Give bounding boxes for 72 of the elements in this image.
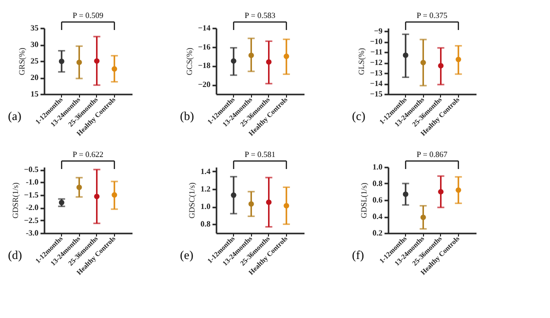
y-tick-label: 1.0	[200, 202, 210, 212]
point	[248, 52, 254, 58]
point	[456, 187, 462, 193]
y-tick-label: 0.4	[372, 212, 382, 221]
y-tick-label: 0.8	[200, 220, 210, 229]
y-tick-label: −14	[370, 79, 382, 88]
text: (a)	[8, 109, 22, 123]
y-tick-label: −13	[370, 68, 382, 78]
point	[402, 52, 408, 58]
y-tick-label: -3.0	[26, 228, 38, 238]
y-tick-label: 0.8	[372, 179, 382, 188]
text: P = 0.622	[72, 150, 104, 159]
y-tick-label: 1.0	[372, 162, 382, 172]
y-tick-label: -1.0	[26, 178, 38, 187]
point	[248, 201, 254, 207]
point	[402, 191, 408, 197]
y-axis-title: GLS(%)	[356, 48, 366, 76]
y-tick-label: 25	[30, 56, 38, 66]
text: P = 0.509	[72, 11, 104, 20]
text: (f)	[352, 248, 364, 262]
y-tick-label: −16	[198, 42, 210, 52]
text: (c)	[352, 109, 366, 123]
y-tick-label: 1.2	[200, 184, 210, 194]
text: (d)	[8, 248, 22, 262]
y-axis-title: GRS(%)	[18, 47, 26, 76]
y-axis-title: GDSC(1/s)	[188, 182, 196, 219]
y-tick-label: 35	[30, 24, 38, 32]
y-tick-label: 30	[30, 40, 38, 49]
point	[58, 58, 64, 64]
y-tick-label: -2.0	[26, 203, 38, 212]
text: P = 0.583	[244, 11, 276, 20]
point	[284, 202, 290, 208]
text: P = 0.375	[416, 11, 448, 20]
y-tick-label: −15	[370, 90, 382, 98]
y-tick-label: 20	[30, 73, 38, 82]
y-tick-label: −14	[198, 24, 210, 32]
point	[94, 194, 100, 200]
y-tick-label: −20	[198, 80, 210, 90]
y-tick-label: −18	[198, 61, 210, 70]
y-tick-label: 1.4	[200, 166, 210, 176]
point	[94, 58, 100, 64]
point	[266, 59, 272, 65]
point	[230, 192, 236, 198]
point	[230, 58, 236, 64]
y-tick-label: −2.5	[24, 216, 38, 225]
y-tick-label: −0.5	[24, 165, 38, 174]
point	[420, 214, 426, 220]
y-tick-label: 0.6	[372, 196, 382, 204]
y-tick-label: 0.2	[372, 228, 382, 238]
y-axis-title: GCS(%)	[184, 47, 194, 76]
y-axis-title: GDSL(1/s)	[360, 182, 368, 218]
point	[284, 54, 290, 60]
point	[76, 184, 82, 190]
point	[266, 199, 272, 205]
point	[438, 189, 444, 194]
text: P = 0.867	[416, 150, 448, 159]
text: (b)	[180, 109, 194, 123]
point	[456, 56, 462, 62]
y-tick-label: −11	[370, 48, 382, 57]
point	[76, 60, 82, 66]
text: (e)	[180, 248, 194, 262]
point	[112, 192, 118, 198]
y-tick-label: −9	[374, 26, 382, 36]
y-tick-label: −12	[370, 58, 382, 68]
point	[112, 66, 118, 72]
text: P = 0.581	[244, 150, 276, 159]
point	[438, 62, 444, 68]
y-axis-title: GDSR(1/s)	[10, 182, 20, 219]
y-tick-label: −1.5	[24, 190, 38, 200]
y-tick-label: −10	[370, 37, 382, 46]
y-tick-label: 15	[30, 90, 38, 98]
point	[420, 60, 426, 66]
